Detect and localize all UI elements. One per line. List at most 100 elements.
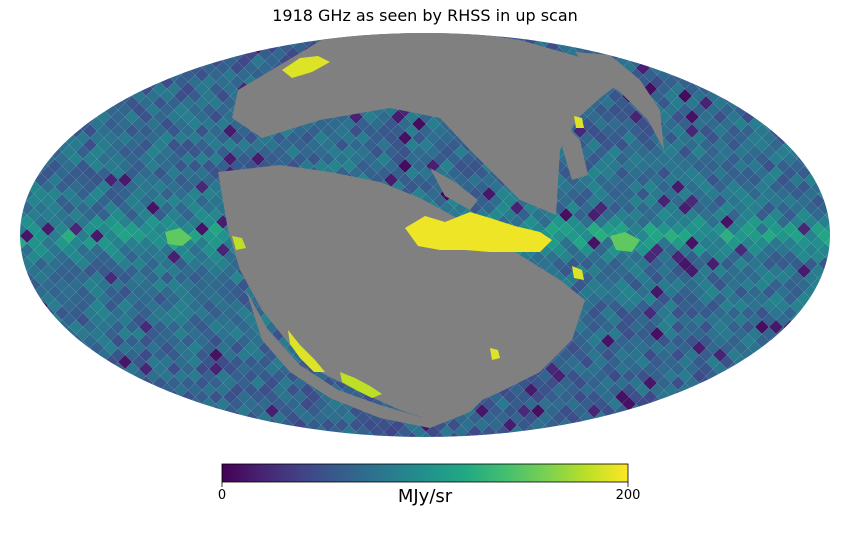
map-pixel — [41, 12, 55, 26]
map-pixel — [524, 439, 538, 453]
map-pixel — [41, 54, 55, 68]
map-pixel — [342, 19, 356, 33]
map-pixel — [153, 404, 167, 418]
map-pixel — [671, 418, 685, 432]
map-pixel — [55, 12, 69, 26]
map-pixel — [776, 369, 790, 383]
map-pixel — [643, 432, 657, 437]
map-pixel — [713, 40, 727, 54]
map-pixel — [111, 82, 125, 96]
map-pixel — [692, 33, 706, 47]
map-pixel — [832, 411, 846, 425]
map-pixel — [6, 103, 20, 117]
map-pixel — [748, 19, 762, 33]
map-pixel — [797, 40, 811, 54]
map-pixel — [20, 159, 34, 173]
map-pixel — [762, 103, 776, 117]
map-pixel — [62, 439, 76, 453]
map-pixel — [104, 89, 118, 103]
map-pixel — [664, 439, 678, 453]
map-pixel — [0, 250, 13, 264]
map-pixel — [153, 40, 167, 54]
map-pixel — [706, 61, 720, 75]
map-pixel — [685, 418, 699, 432]
map-pixel — [776, 19, 790, 33]
map-pixel — [657, 40, 671, 54]
map-pixel — [832, 103, 846, 117]
map-pixel — [356, 19, 370, 33]
map-pixel — [419, 12, 433, 26]
map-pixel — [818, 313, 830, 327]
map-pixel — [734, 75, 748, 89]
map-pixel — [34, 117, 48, 131]
map-pixel — [797, 96, 811, 110]
map-pixel — [825, 278, 830, 292]
map-pixel — [804, 19, 818, 33]
map-pixel — [153, 12, 167, 26]
map-pixel — [832, 47, 846, 61]
map-pixel — [104, 425, 118, 437]
map-pixel — [832, 369, 846, 383]
map-pixel — [48, 327, 62, 341]
map-pixel — [510, 439, 524, 453]
map-pixel — [223, 40, 237, 54]
map-pixel — [818, 61, 830, 75]
map-pixel — [251, 12, 265, 26]
map-pixel — [671, 33, 685, 40]
map-pixel — [608, 33, 622, 47]
map-pixel — [174, 439, 188, 453]
map-pixel — [69, 418, 83, 432]
map-pixel — [188, 19, 202, 33]
map-pixel — [594, 33, 608, 47]
map-pixel — [825, 166, 830, 180]
map-pixel — [0, 334, 13, 348]
map-pixel — [83, 390, 97, 404]
map-pixel — [62, 341, 76, 355]
map-pixel — [622, 439, 636, 453]
map-pixel — [55, 348, 69, 362]
map-pixel — [223, 12, 237, 26]
map-pixel — [832, 75, 846, 89]
map-pixel — [748, 369, 762, 383]
map-pixel — [762, 369, 776, 383]
map-pixel — [139, 390, 153, 404]
map-pixel — [125, 40, 139, 54]
map-pixel — [20, 152, 27, 166]
map-pixel — [482, 439, 496, 453]
map-pixel — [34, 145, 48, 159]
map-pixel — [531, 33, 545, 40]
map-pixel — [608, 425, 622, 437]
map-pixel — [685, 68, 699, 82]
map-pixel — [174, 397, 188, 411]
map-pixel — [55, 96, 69, 110]
map-pixel — [90, 397, 104, 411]
map-pixel — [104, 383, 118, 397]
map-pixel — [811, 390, 825, 404]
map-pixel — [629, 40, 643, 54]
map-pixel — [48, 397, 62, 411]
map-pixel — [790, 411, 804, 425]
map-pixel — [734, 411, 748, 425]
map-pixel — [769, 348, 783, 362]
map-pixel — [783, 334, 797, 348]
map-pixel — [0, 222, 13, 236]
map-pixel — [818, 327, 830, 341]
map-pixel — [76, 75, 90, 89]
map-pixel — [790, 383, 804, 397]
map-pixel — [244, 33, 258, 47]
map-pixel — [566, 19, 580, 33]
map-pixel — [90, 89, 104, 103]
map-pixel — [125, 54, 139, 68]
map-pixel — [811, 68, 825, 82]
map-pixel — [69, 82, 83, 96]
map-pixel — [41, 418, 55, 432]
map-pixel — [202, 439, 216, 453]
map-pixel — [300, 19, 314, 33]
map-pixel — [76, 355, 90, 369]
map-pixel — [328, 19, 342, 33]
map-pixel — [832, 299, 846, 313]
map-pixel — [111, 40, 125, 54]
map-pixel — [818, 131, 830, 145]
map-pixel — [783, 40, 797, 54]
map-pixel — [811, 306, 825, 320]
